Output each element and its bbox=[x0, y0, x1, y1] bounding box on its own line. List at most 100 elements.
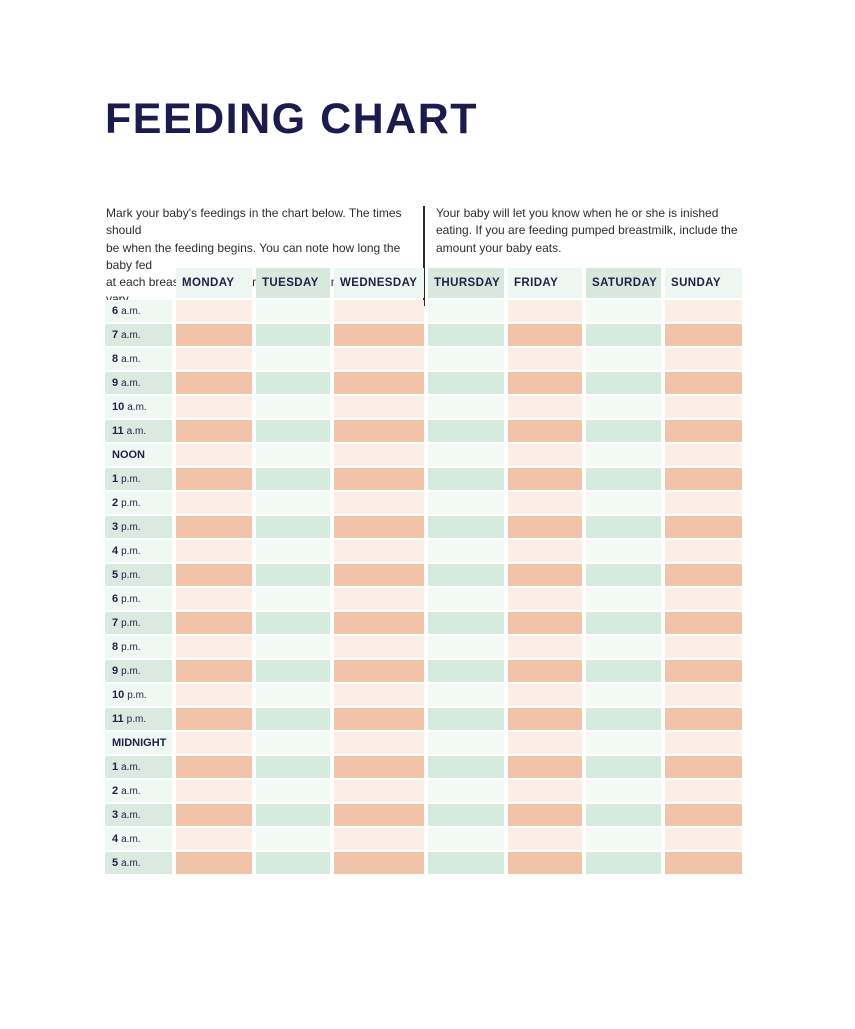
feeding-cell bbox=[586, 516, 661, 538]
time-label-suffix: p.m. bbox=[121, 521, 141, 533]
feeding-cell bbox=[586, 636, 661, 658]
time-label-number: 3 bbox=[112, 809, 119, 821]
time-label-number: 10 bbox=[112, 401, 125, 413]
time-label: 3 p.m. bbox=[105, 516, 172, 538]
time-label-number: 1 bbox=[112, 761, 119, 773]
feeding-cell bbox=[665, 300, 742, 322]
time-label-suffix: p.m. bbox=[121, 473, 141, 485]
time-label-number: 3 bbox=[112, 521, 119, 533]
feeding-cell bbox=[508, 348, 582, 370]
feeding-cell bbox=[256, 852, 330, 874]
time-label: 5 a.m. bbox=[105, 852, 172, 874]
time-label-suffix: p.m. bbox=[121, 617, 141, 629]
feeding-cell bbox=[334, 732, 424, 754]
feeding-cell bbox=[665, 540, 742, 562]
feeding-cell bbox=[586, 492, 661, 514]
feeding-cell bbox=[334, 780, 424, 802]
feeding-cell bbox=[665, 396, 742, 418]
feeding-cell bbox=[176, 420, 252, 442]
time-label: 11 p.m. bbox=[105, 708, 172, 730]
feeding-cell bbox=[665, 780, 742, 802]
feeding-cell bbox=[256, 588, 330, 610]
day-header-friday: FRIDAY bbox=[508, 268, 582, 298]
feeding-cell bbox=[334, 708, 424, 730]
time-label: 7 a.m. bbox=[105, 324, 172, 346]
feeding-cell bbox=[176, 612, 252, 634]
day-header-saturday: SATURDAY bbox=[586, 268, 661, 298]
feeding-cell bbox=[428, 780, 504, 802]
feeding-cell bbox=[334, 348, 424, 370]
feeding-cell bbox=[508, 660, 582, 682]
time-label: 4 a.m. bbox=[105, 828, 172, 850]
feeding-cell bbox=[508, 324, 582, 346]
feeding-cell bbox=[665, 684, 742, 706]
feeding-cell bbox=[428, 516, 504, 538]
feeding-cell bbox=[665, 852, 742, 874]
time-label: 8 p.m. bbox=[105, 636, 172, 658]
time-label-number: 11 bbox=[112, 425, 124, 437]
feeding-cell bbox=[665, 660, 742, 682]
feeding-cell bbox=[586, 564, 661, 586]
time-label-number: 4 bbox=[112, 833, 119, 845]
feeding-cell bbox=[586, 684, 661, 706]
intro-divider bbox=[423, 206, 425, 306]
feeding-cell bbox=[428, 348, 504, 370]
feeding-cell bbox=[508, 420, 582, 442]
time-label-number: 8 bbox=[112, 641, 119, 653]
time-label: 6 a.m. bbox=[105, 300, 172, 322]
time-label-number: NOON bbox=[112, 449, 145, 461]
feeding-cell bbox=[334, 300, 424, 322]
time-label: MIDNIGHT bbox=[105, 732, 172, 754]
feeding-cell bbox=[665, 612, 742, 634]
feeding-cell bbox=[176, 372, 252, 394]
feeding-cell bbox=[256, 516, 330, 538]
feeding-cell bbox=[334, 420, 424, 442]
time-label-suffix: a.m. bbox=[121, 305, 141, 317]
feeding-table: MONDAY TUESDAY WEDNESDAY THURSDAY FRIDAY… bbox=[105, 268, 742, 874]
feeding-cell bbox=[428, 636, 504, 658]
feeding-cell bbox=[176, 540, 252, 562]
feeding-cell bbox=[334, 324, 424, 346]
feeding-cell bbox=[176, 516, 252, 538]
feeding-cell bbox=[334, 564, 424, 586]
day-header-wednesday: WEDNESDAY bbox=[334, 268, 424, 298]
time-label-suffix: a.m. bbox=[121, 833, 141, 845]
feeding-cell bbox=[428, 588, 504, 610]
time-label: 3 a.m. bbox=[105, 804, 172, 826]
feeding-cell bbox=[508, 756, 582, 778]
time-label-suffix: p.m. bbox=[121, 665, 141, 677]
feeding-cell bbox=[508, 564, 582, 586]
feeding-cell bbox=[256, 468, 330, 490]
feeding-cell bbox=[428, 732, 504, 754]
feeding-cell bbox=[176, 708, 252, 730]
feeding-cell bbox=[428, 324, 504, 346]
feeding-cell bbox=[176, 660, 252, 682]
feeding-cell bbox=[176, 348, 252, 370]
feeding-cell bbox=[334, 444, 424, 466]
feeding-cell bbox=[256, 300, 330, 322]
time-label-number: 11 bbox=[112, 713, 124, 725]
feeding-cell bbox=[176, 852, 252, 874]
time-label-number: 8 bbox=[112, 353, 119, 365]
feeding-cell bbox=[334, 372, 424, 394]
feeding-cell bbox=[428, 756, 504, 778]
feeding-cell bbox=[586, 396, 661, 418]
feeding-cell bbox=[586, 708, 661, 730]
time-label-number: 6 bbox=[112, 305, 119, 317]
feeding-cell bbox=[334, 492, 424, 514]
time-label-suffix: a.m. bbox=[121, 785, 141, 797]
feeding-cell bbox=[334, 660, 424, 682]
feeding-cell bbox=[508, 684, 582, 706]
time-label: 5 p.m. bbox=[105, 564, 172, 586]
time-label: 1 p.m. bbox=[105, 468, 172, 490]
time-label: 4 p.m. bbox=[105, 540, 172, 562]
feeding-cell bbox=[428, 372, 504, 394]
feeding-cell bbox=[428, 420, 504, 442]
time-label: 6 p.m. bbox=[105, 588, 172, 610]
feeding-cell bbox=[508, 612, 582, 634]
feeding-cell bbox=[334, 588, 424, 610]
time-label: 10 a.m. bbox=[105, 396, 172, 418]
time-label-number: MIDNIGHT bbox=[112, 737, 167, 749]
time-label-number: 7 bbox=[112, 329, 119, 341]
